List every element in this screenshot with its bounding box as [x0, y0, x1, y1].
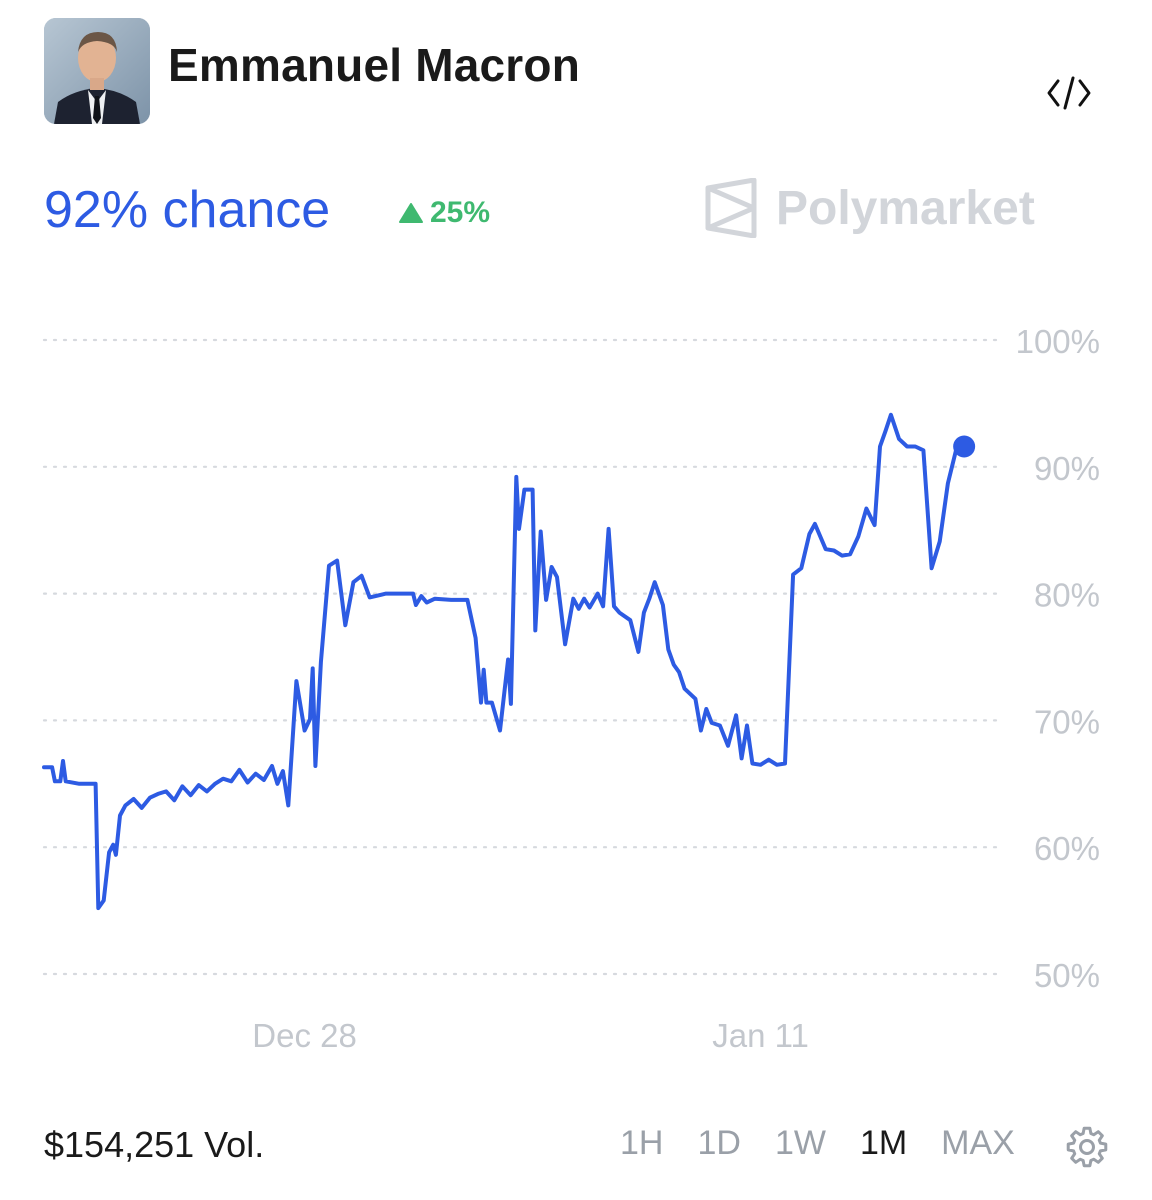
- y-tick-label: 90%: [1034, 450, 1100, 487]
- avatar: [44, 18, 150, 124]
- code-icon: [1047, 76, 1091, 110]
- range-1d[interactable]: 1D: [697, 1124, 741, 1162]
- polymarket-logo-icon: [705, 178, 757, 238]
- settings-button[interactable]: [1064, 1124, 1110, 1170]
- gear-icon: [1066, 1126, 1108, 1168]
- y-tick-label: 70%: [1034, 703, 1100, 740]
- x-tick-label: Jan 11: [712, 1017, 809, 1054]
- header: Emmanuel Macron: [0, 0, 1152, 140]
- embed-button[interactable]: [1042, 70, 1096, 116]
- probability-value: 92% chance: [44, 181, 331, 239]
- time-range-selector: 1H 1D 1W 1M MAX: [620, 1124, 1049, 1163]
- triangle-up-icon: [399, 203, 423, 223]
- y-tick-label: 100%: [1016, 323, 1100, 360]
- y-tick-label: 60%: [1034, 830, 1100, 867]
- change-value: 25%: [430, 196, 491, 229]
- portrait-photo: [44, 18, 150, 124]
- range-max[interactable]: MAX: [941, 1124, 1015, 1162]
- range-1w[interactable]: 1W: [774, 1124, 826, 1162]
- brand-watermark: Polymarket: [704, 178, 1035, 238]
- y-tick-label: 80%: [1034, 577, 1100, 614]
- y-tick-label: 50%: [1034, 957, 1100, 994]
- series-line: [42, 412, 967, 911]
- probability-line-chart: 50% 60% 70% 80% 90% 100% Dec 28 Jan 11: [42, 323, 1100, 1054]
- range-1h[interactable]: 1H: [620, 1124, 664, 1162]
- volume-label: $154,251 Vol.: [44, 1124, 265, 1165]
- change-badge: 25%: [398, 196, 490, 230]
- page-title: Emmanuel Macron: [168, 39, 580, 91]
- brand-name: Polymarket: [776, 181, 1035, 235]
- range-1m[interactable]: 1M: [859, 1124, 908, 1162]
- current-value-point: [953, 435, 976, 458]
- x-tick-label: Dec 28: [252, 1017, 357, 1054]
